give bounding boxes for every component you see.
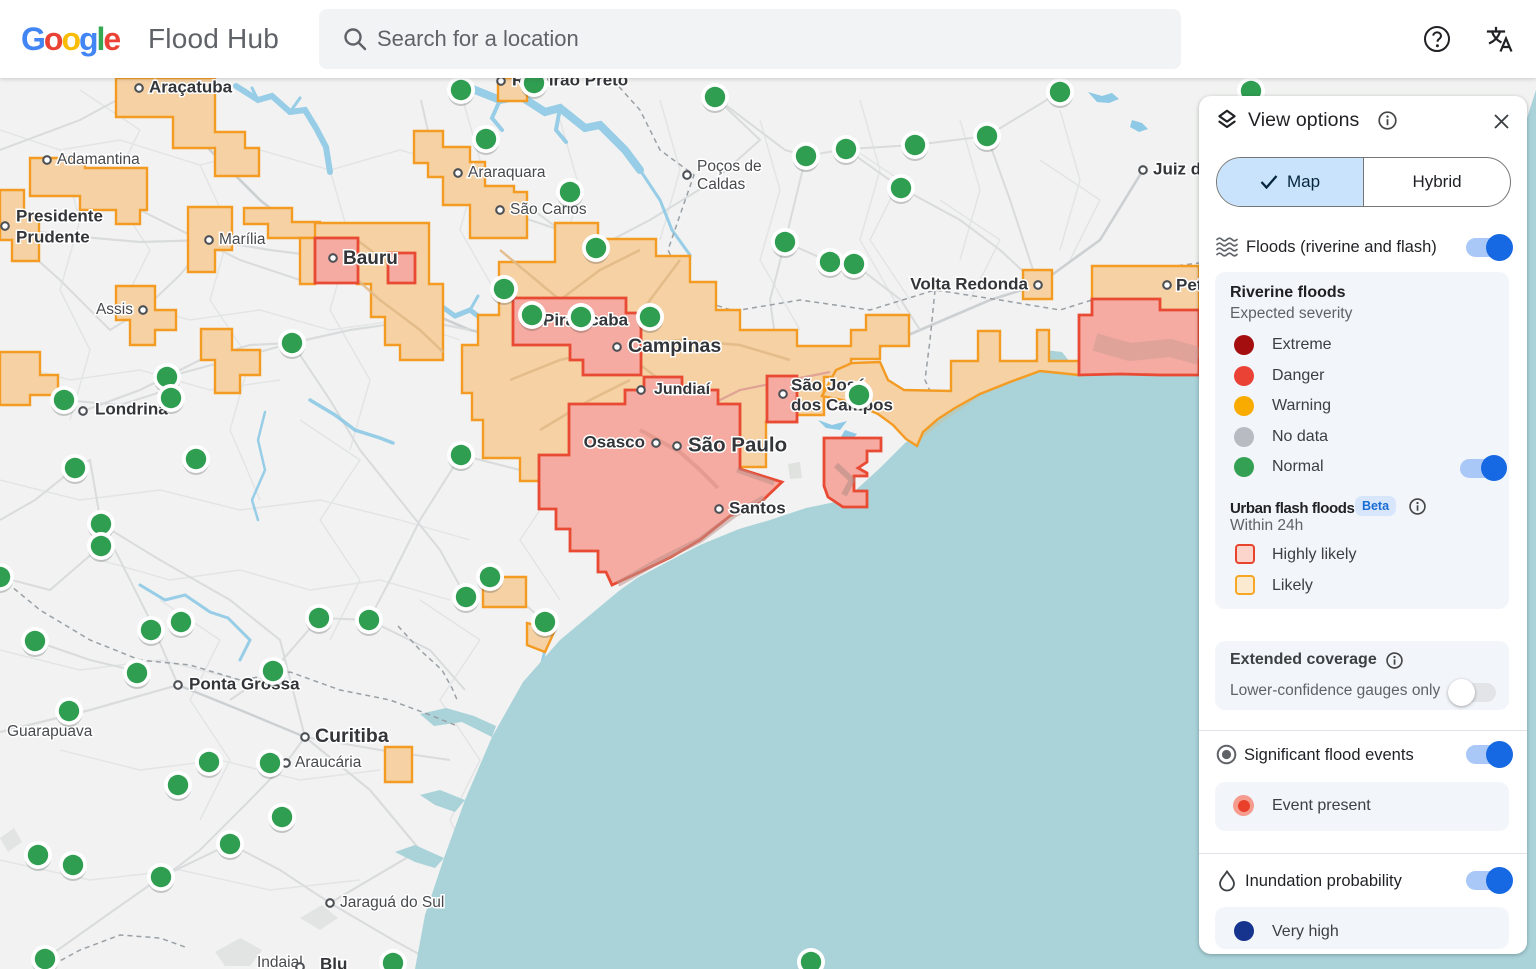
- svg-text:Indaial: Indaial: [257, 954, 303, 969]
- svg-text:Blu: Blu: [320, 954, 347, 969]
- svg-text:São Paulo: São Paulo: [688, 433, 787, 456]
- svg-text:Santos: Santos: [729, 498, 786, 517]
- svg-text:Jaraguá do Sul: Jaraguá do Sul: [340, 894, 444, 911]
- svg-text:Marília: Marília: [219, 231, 266, 248]
- svg-text:Guarapuava: Guarapuava: [7, 723, 93, 740]
- svg-text:Assis: Assis: [96, 301, 133, 318]
- svg-text:Bauru: Bauru: [343, 248, 398, 269]
- svg-text:Osasco: Osasco: [584, 432, 645, 451]
- svg-text:Araraquara: Araraquara: [468, 164, 546, 181]
- svg-text:Adamantina: Adamantina: [57, 151, 140, 168]
- svg-text:Araçatuba: Araçatuba: [149, 77, 233, 96]
- svg-text:Caldas: Caldas: [697, 176, 745, 193]
- svg-text:Presidente: Presidente: [16, 206, 103, 225]
- svg-text:Juiz de: Juiz de: [1153, 159, 1211, 178]
- svg-text:Jundiaí: Jundiaí: [654, 381, 711, 398]
- svg-text:Curitiba: Curitiba: [315, 725, 389, 747]
- svg-text:Prudente: Prudente: [16, 227, 90, 246]
- svg-text:Araucária: Araucária: [295, 754, 362, 771]
- svg-text:Londrina: Londrina: [95, 399, 168, 418]
- svg-text:Volta Redonda: Volta Redonda: [910, 274, 1028, 293]
- svg-text:Campinas: Campinas: [628, 335, 721, 357]
- svg-text:Poços de: Poços de: [697, 158, 762, 175]
- svg-text:dos Campos: dos Campos: [791, 395, 893, 414]
